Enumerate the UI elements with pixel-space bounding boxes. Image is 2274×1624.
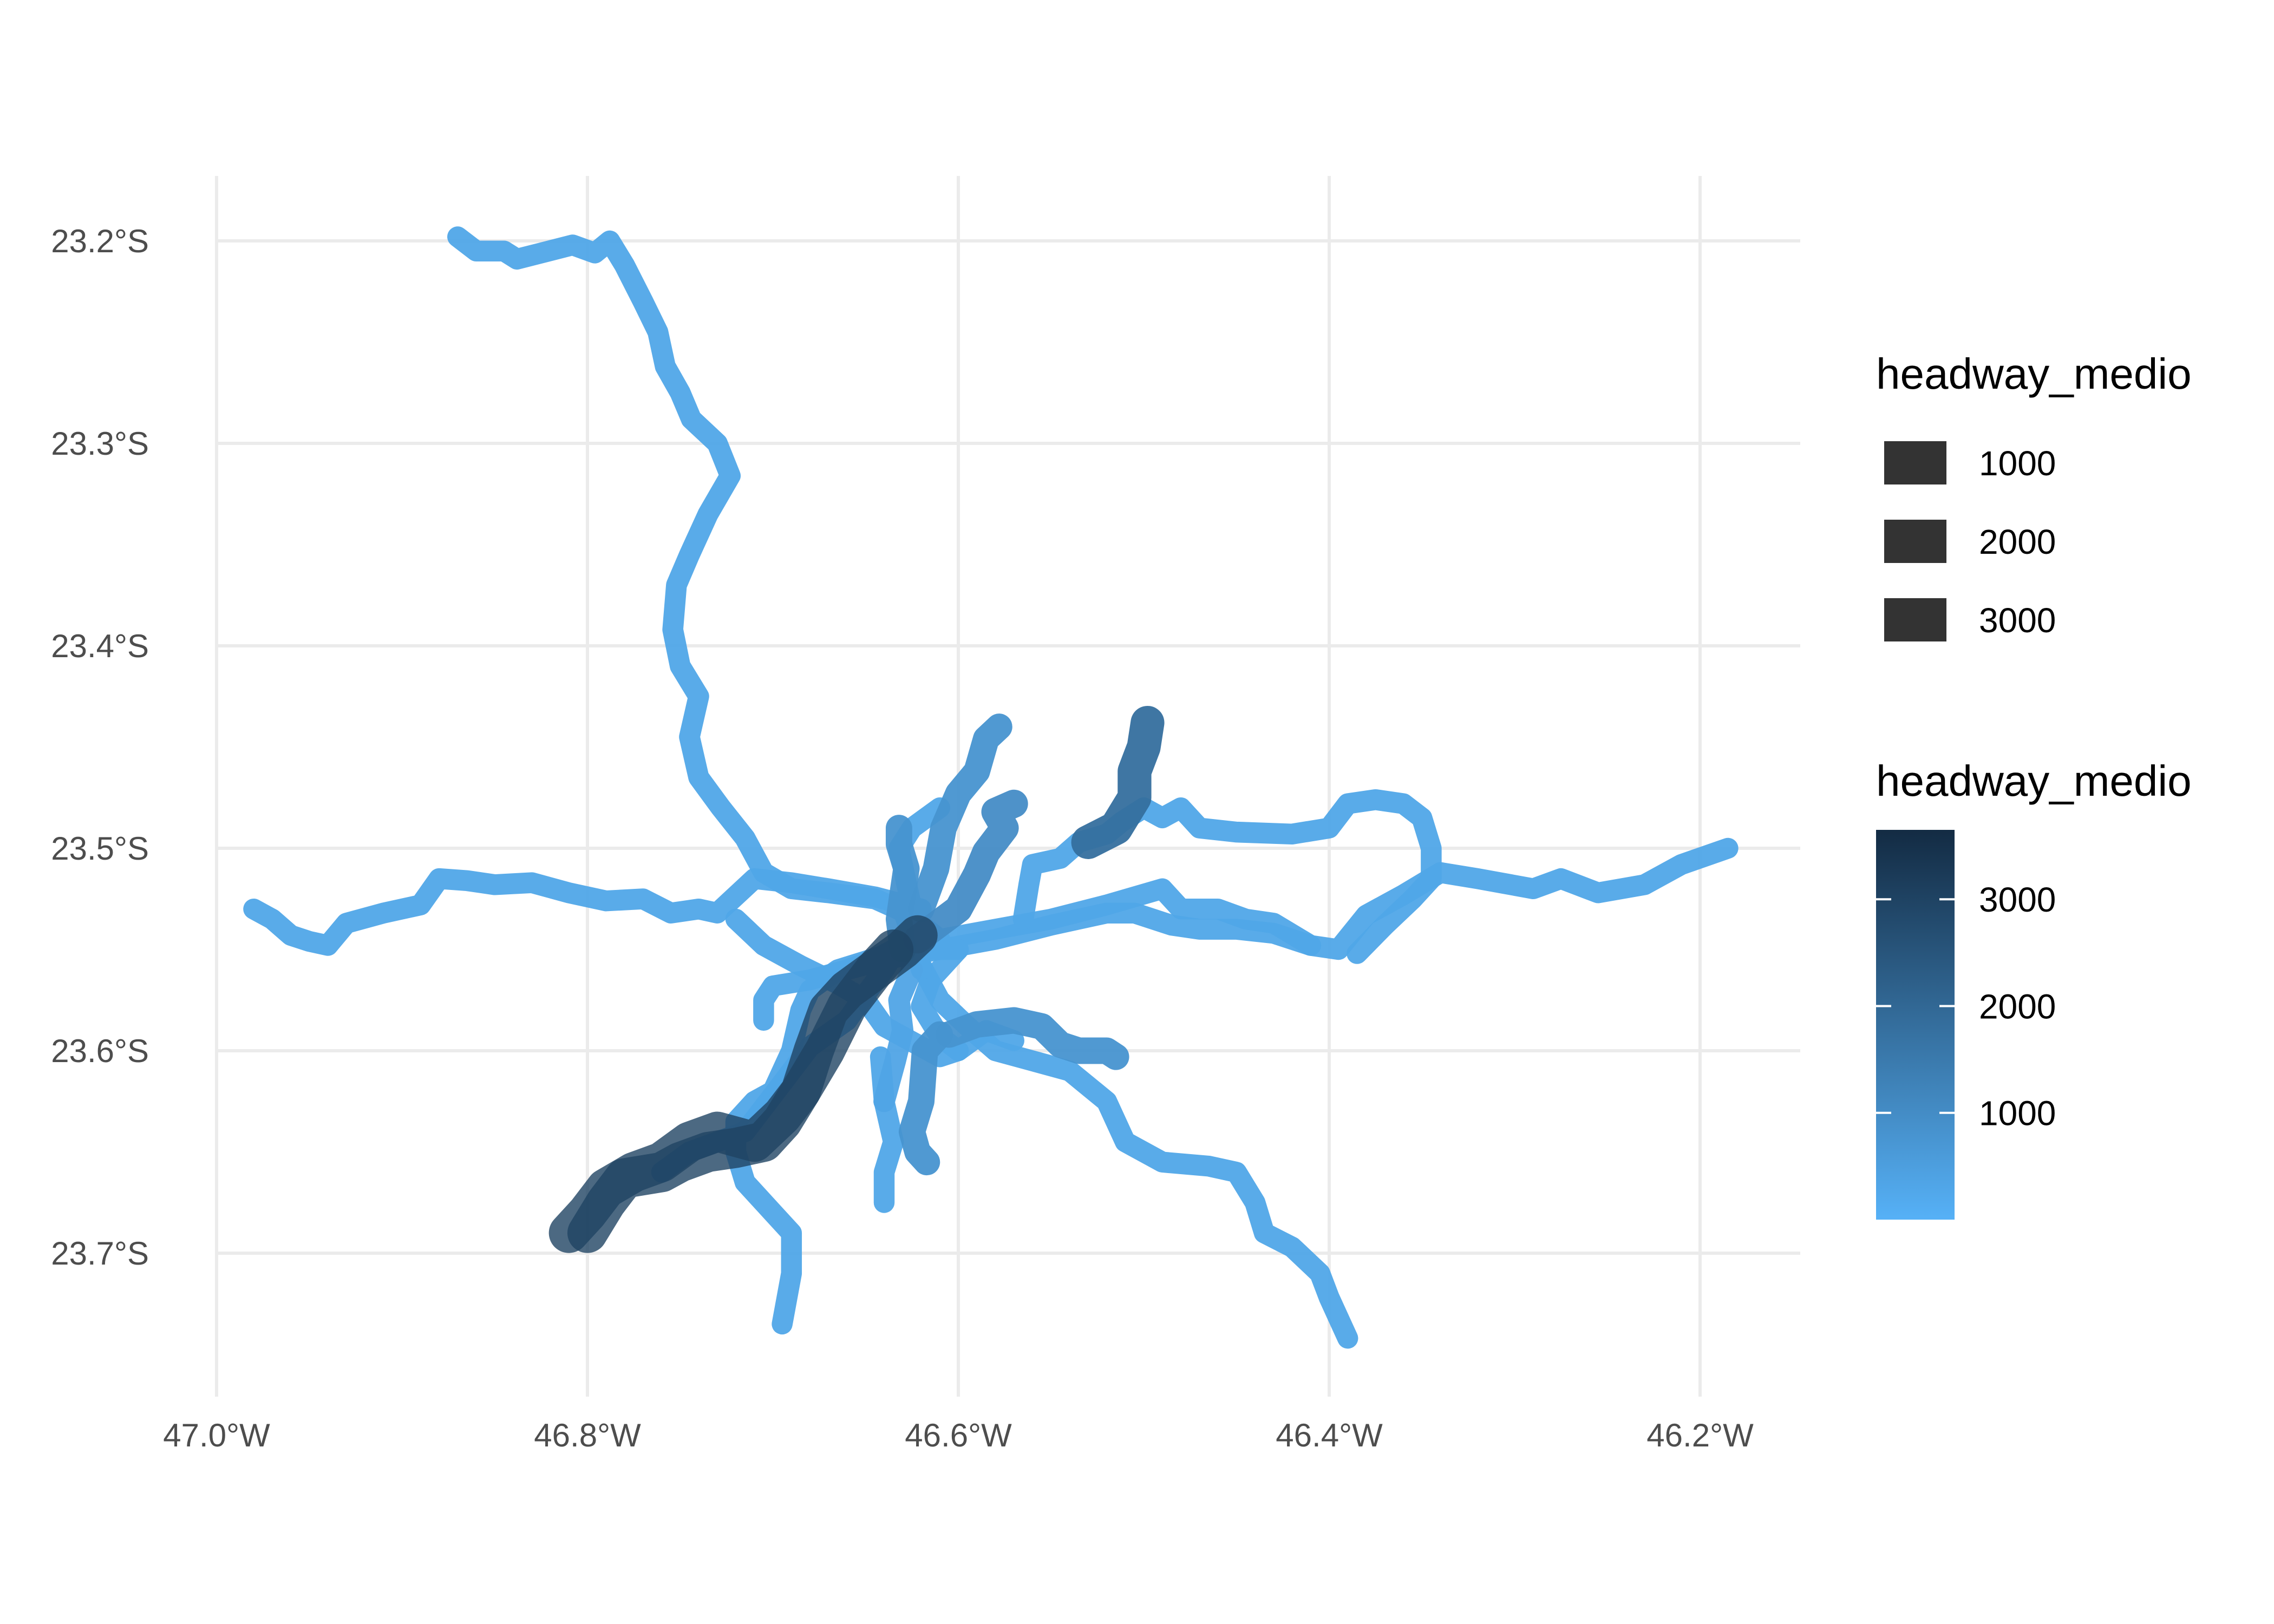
size-legend-key (1884, 598, 1946, 641)
route-line (243, 868, 932, 956)
size-legend-key (1884, 441, 1946, 484)
y-axis-tick-labels: 23.2°S 23.3°S 23.4°S 23.5°S 23.6°S 23.7°S (51, 223, 149, 1272)
route-line (908, 713, 1012, 922)
color-legend: headway_medio 1000 2000 3000 (1876, 757, 2192, 1220)
size-legend-entries: 1000 2000 3000 (1884, 441, 2056, 641)
route-line (898, 1021, 953, 1176)
y-tick-label: 23.5°S (51, 830, 149, 867)
y-tick-label: 23.7°S (51, 1235, 149, 1272)
x-tick-label: 46.2°W (1646, 1417, 1754, 1453)
route-line (447, 226, 951, 950)
size-legend-key (1884, 520, 1946, 563)
size-legend-label: 3000 (1979, 601, 2056, 640)
size-legend-label: 2000 (1979, 522, 2056, 561)
y-tick-label: 23.4°S (51, 628, 149, 664)
y-tick-label: 23.6°S (51, 1033, 149, 1069)
x-tick-label: 46.4°W (1276, 1417, 1383, 1453)
colorbar-tick-label: 3000 (1979, 880, 2056, 919)
x-tick-label: 46.6°W (905, 1417, 1012, 1453)
route-line (1071, 705, 1165, 859)
size-legend: headway_medio 1000 2000 3000 (1876, 350, 2192, 641)
size-legend-label: 1000 (1979, 444, 2056, 483)
x-axis-tick-labels: 47.0°W 46.8°W 46.6°W 46.4°W 46.2°W (163, 1417, 1754, 1453)
color-legend-title: headway_medio (1876, 757, 2192, 805)
y-tick-label: 23.3°S (51, 425, 149, 462)
route-line (873, 959, 923, 1112)
route-lines (243, 226, 1739, 1349)
colorbar (1876, 830, 1955, 1220)
colorbar-ticks: 1000 2000 3000 (1876, 880, 2056, 1133)
route-line (936, 1007, 1129, 1070)
x-tick-label: 47.0°W (163, 1417, 270, 1453)
x-tick-label: 46.8°W (534, 1417, 641, 1453)
size-legend-title: headway_medio (1876, 350, 2192, 398)
route-line (567, 929, 914, 1253)
route-line (929, 837, 1739, 960)
colorbar-tick-label: 2000 (1979, 987, 2056, 1026)
route-line (903, 789, 1028, 954)
y-tick-label: 23.2°S (51, 223, 149, 259)
colorbar-tick-label: 1000 (1979, 1094, 2056, 1133)
